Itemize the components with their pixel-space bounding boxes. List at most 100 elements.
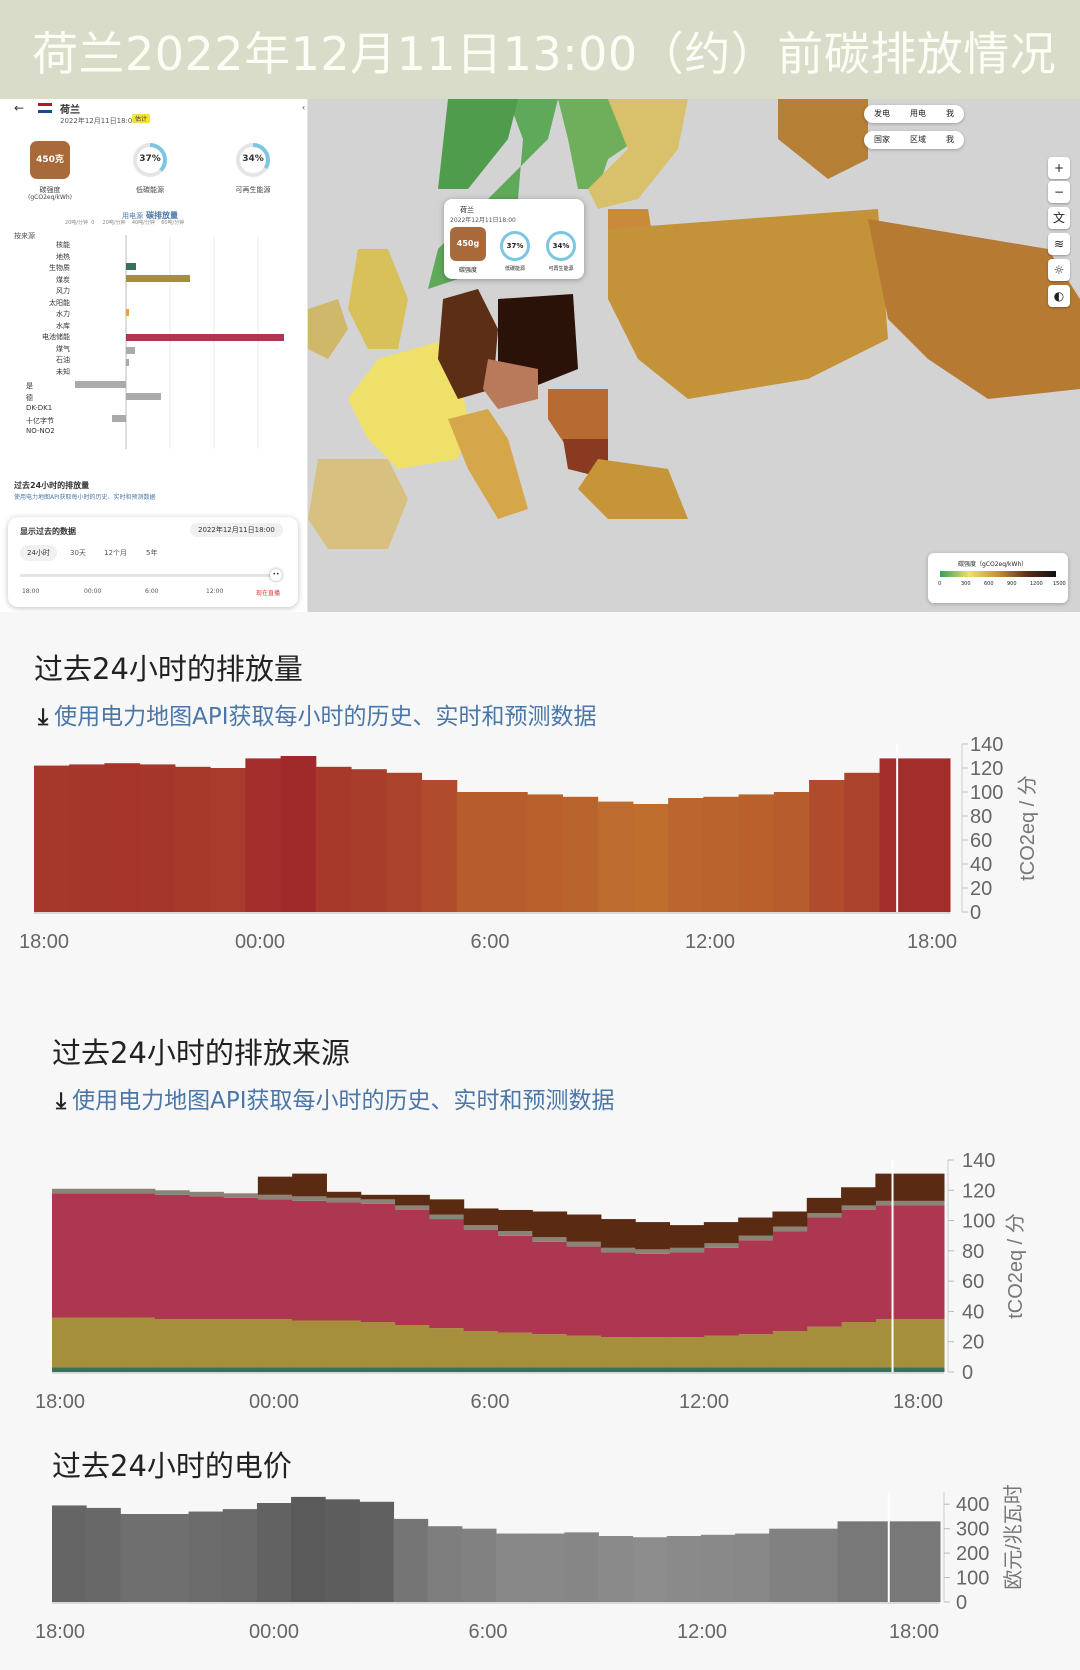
back-arrow-icon[interactable]: ← [14,101,25,115]
europe-map[interactable]: 发电 用电我 国家 区域我 + − 文 ≋ ☼ ◐ 荷兰 2022年12月11日18… [308,99,1080,612]
range-30d[interactable]: 30天 [70,549,86,557]
country-zone-toggle[interactable]: 国家 区域 我 [864,131,964,149]
zoom-out-icon[interactable]: − [1048,181,1070,203]
price-bar [598,1536,634,1602]
y-tick-label: 300 [956,1519,989,1541]
language-icon[interactable]: 文 [1048,207,1070,229]
source-area-segment [669,1225,705,1248]
section2-api-text: 使用电力地图API获取每小时的历史、实时和预测数据 [72,1088,615,1114]
collapse-icon[interactable]: ‹ [302,103,306,112]
source-area-segment [703,1247,739,1336]
timeline-track[interactable] [20,574,275,577]
tab-emissions[interactable]: 碳排放量 [146,211,178,220]
theme-icon[interactable]: ◐ [1048,285,1070,307]
range-12m[interactable]: 12个月 [104,549,127,557]
emission-bar [104,763,141,912]
toggle-zone[interactable]: 区域 [900,131,936,149]
price-bar [735,1533,770,1602]
source-area-segment [395,1205,430,1210]
source-label: 石油 [56,356,70,364]
renewable-value: 34% [242,154,264,164]
price-bar [291,1496,326,1602]
source-area-segment [292,1173,327,1197]
production-consumption-toggle[interactable]: 发电 用电 我 [864,105,964,123]
toggle-production[interactable]: 发电 [874,109,890,118]
emission-bar [139,764,176,912]
source-area-segment [360,1203,396,1323]
toggle-country[interactable]: 国家 [874,135,890,144]
emission-bar [809,780,845,912]
history-api-link[interactable]: 使用电力地图API获取每小时的历史、实时和预测数据 [14,494,156,501]
source-area-segment [86,1193,122,1318]
legend-gradient [940,571,1056,577]
y-tick-label: 0 [962,1362,973,1384]
emission-bar [914,758,951,912]
source-area-segment [52,1367,87,1372]
exchange-label: NO-NO2 [26,427,55,435]
legend-tick: 0 [938,581,942,587]
wind-icon[interactable]: ≋ [1048,233,1070,255]
x-tick-label: 18:00 [19,931,69,953]
toggle-info-2[interactable]: 我 [946,135,954,144]
range-24h[interactable]: 24小时 [20,545,57,561]
y-tick-label: 40 [970,854,992,876]
source-area-segment [189,1191,225,1197]
toggle-consumption[interactable]: 用电 [900,105,936,123]
source-area-segment [189,1196,225,1319]
timeline-tick: 00:00 [84,588,102,595]
source-area-segment [463,1229,499,1332]
section1-api-link[interactable]: ⤓ 使用电力地图API获取每小时的历史、实时和预测数据 [38,697,597,731]
source-area-segment [806,1217,842,1327]
source-area-segment [52,1188,87,1194]
x-tick-label: 6:00 [471,931,510,953]
y-tick-label: 140 [962,1150,995,1172]
popup-country: 荷兰 [460,206,474,214]
emission-bar [174,766,211,912]
emission-bar [738,794,775,912]
history-title: 过去24小时的排放量 [14,481,90,490]
x-tick-label: 12:00 [685,931,735,953]
source-area-segment [600,1252,636,1338]
source-area-segment [292,1200,327,1321]
sun-icon[interactable]: ☼ [1048,259,1070,281]
timeline-handle[interactable]: •• [270,569,282,581]
past-data-date[interactable]: 2022年12月11日18:00 [190,523,283,537]
legend-tick: 1200 [1030,581,1043,587]
toggle-info[interactable]: 我 [946,109,954,118]
source-area-segment [498,1235,533,1333]
price-bar [325,1499,360,1602]
y-tick-label: 100 [970,782,1003,804]
price-bar [256,1503,292,1602]
source-area-segment [86,1317,122,1368]
popup-renewable-label: 可再生能源 [548,266,574,272]
emission-sources-chart[interactable]: 0 20 40 60 80 100 120 140 18:00 00:00 6:00 12:00 18:… [0,1140,1080,1420]
download-icon: ⤓ [56,1088,67,1114]
title-banner: 荷兰2022年12月11日13:00（约）前碳排放情况 [0,0,1080,99]
section1-api-text: 使用电力地图API获取每小时的历史、实时和预测数据 [54,704,597,730]
source-area-segment [669,1367,705,1372]
exchange-label: 是 [26,382,33,390]
timeline-tick: 6:00 [145,588,159,595]
datetime-label: 2022年12月11日18:00 [60,117,137,125]
zoom-in-icon[interactable]: + [1048,157,1070,179]
tab-electricity[interactable]: 用电源 [122,212,143,220]
map-regions [308,99,1080,612]
live-label[interactable]: 现在直播 [256,590,281,597]
legend-tick: 900 [1007,581,1017,587]
section2-api-link[interactable]: ⤓ 使用电力地图API获取每小时的历史、实时和预测数据 [56,1081,615,1115]
source-area-segment [395,1367,430,1372]
source-area-segment [223,1367,259,1372]
x-tick-label: 18:00 [907,931,957,953]
source-label: 地热 [56,252,70,261]
source-area-segment [463,1225,499,1230]
price-bar [496,1533,531,1602]
y-tick-label: 200 [956,1543,989,1565]
price-bar [427,1526,463,1602]
source-area-segment [772,1211,808,1227]
price-bar [461,1528,497,1602]
source-area-segment [909,1173,945,1201]
estimate-badge: 估计 [132,114,151,123]
range-5y[interactable]: 5年 [146,549,158,557]
